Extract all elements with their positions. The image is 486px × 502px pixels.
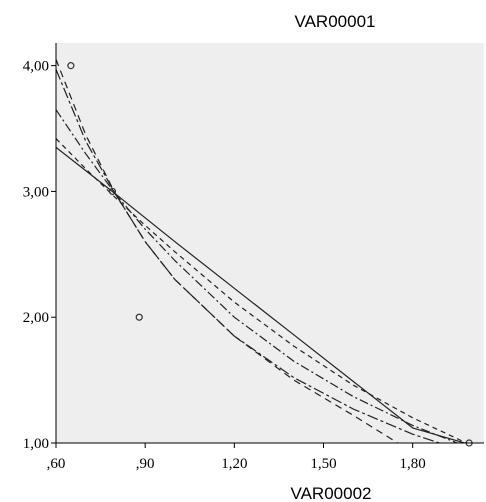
x-tick-label: 1,80 — [400, 456, 426, 472]
data-point-3 — [135, 313, 143, 321]
data-points — [67, 62, 473, 447]
y-tick-label: 1,00 — [23, 436, 49, 452]
fit-curves — [56, 59, 468, 443]
x-tick-label: 1,50 — [310, 456, 336, 472]
data-point-2 — [108, 187, 117, 196]
x-axis-label: VAR00002 — [291, 484, 372, 502]
y-tick-label: 4,00 — [23, 59, 49, 75]
fit-curve-4 — [56, 69, 440, 443]
x-tick-label: 1,20 — [221, 456, 247, 472]
x-tick-label: ,90 — [136, 456, 155, 472]
chart-title: VAR00001 — [295, 12, 376, 31]
x-axis-ticks: ,60 ,90 1,20 1,50 1,80 — [47, 443, 426, 472]
y-axis-ticks: 1,00 2,00 3,00 4,00 — [23, 59, 56, 452]
fit-curve-5 — [56, 138, 468, 443]
y-tick-label: 2,00 — [23, 310, 49, 326]
y-tick-label: 3,00 — [23, 184, 49, 200]
x-tick-label: ,60 — [47, 456, 66, 472]
fit-curve-2 — [56, 109, 458, 443]
data-point-1 — [67, 62, 75, 70]
plot-area — [56, 43, 484, 443]
